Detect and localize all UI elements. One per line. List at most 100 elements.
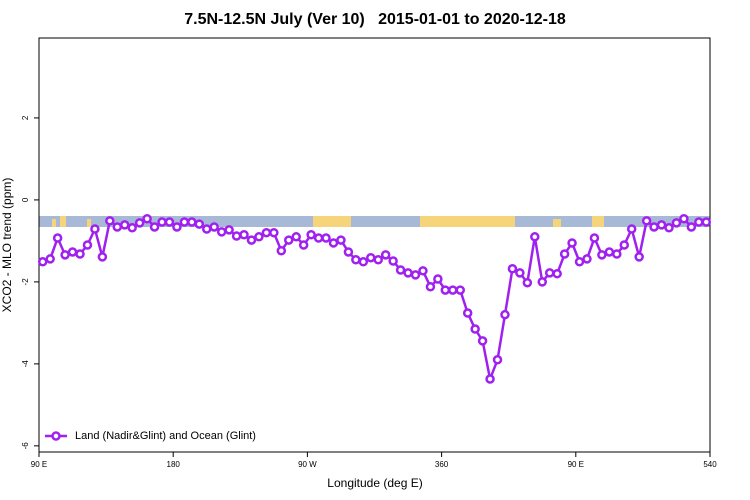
series-line <box>42 217 707 384</box>
data-point <box>619 240 630 250</box>
data-point <box>373 255 383 265</box>
data-point <box>67 247 78 257</box>
data-point <box>455 285 465 295</box>
data-point <box>194 219 205 229</box>
data-point <box>45 254 55 264</box>
data-point <box>418 266 428 276</box>
data-point <box>403 268 413 278</box>
data-point <box>433 274 443 284</box>
data-point <box>202 224 212 234</box>
data-point <box>604 247 615 257</box>
legend-label: Land (Nadir&Glint) and Ocean (Glint) <box>75 430 256 442</box>
data-point <box>440 285 451 295</box>
data-point <box>470 324 480 334</box>
land-band <box>87 219 91 227</box>
data-point <box>671 218 682 228</box>
ocean-band <box>39 216 710 227</box>
data-point <box>537 277 547 287</box>
land-ocean-band <box>39 216 710 227</box>
data-point <box>559 249 570 259</box>
data-point <box>425 282 436 292</box>
data-point <box>90 224 100 234</box>
land-band <box>60 216 66 227</box>
data-point <box>269 227 279 238</box>
data-point <box>172 222 182 232</box>
land-band <box>553 219 561 227</box>
data-point <box>612 249 622 259</box>
data-point <box>97 252 108 262</box>
data-point <box>582 254 592 264</box>
y-tick-label: -6 <box>21 442 30 450</box>
data-point <box>395 265 406 275</box>
data-point <box>112 222 123 232</box>
x-tick-label: 540 <box>703 460 717 469</box>
data-point <box>477 336 488 346</box>
y-tick-label: 2 <box>21 115 30 120</box>
data-point <box>597 250 607 260</box>
data-point <box>149 222 160 232</box>
data-point <box>649 222 659 232</box>
data-point <box>701 217 712 227</box>
data-point <box>492 355 503 365</box>
data-point <box>187 217 197 227</box>
data-point <box>589 233 600 243</box>
data-point <box>462 308 473 318</box>
data-point <box>164 217 175 227</box>
data-point <box>246 235 257 245</box>
chart-title: 7.5N-12.5N July (Ver 10) 2015-01-01 to 2… <box>184 11 566 28</box>
data-point <box>664 223 674 233</box>
data-point <box>656 220 667 230</box>
plot-frame <box>38 37 711 453</box>
data-point <box>142 214 152 224</box>
y-tick-label: -2 <box>21 278 30 286</box>
data-point <box>105 216 115 226</box>
data-point <box>500 309 510 320</box>
x-tick-label: 360 <box>435 460 449 469</box>
data-point <box>60 250 70 260</box>
data-point <box>574 257 585 267</box>
data-point <box>321 233 331 243</box>
data-point <box>686 222 697 232</box>
data-point <box>410 270 421 280</box>
data-point <box>626 224 637 234</box>
data-point <box>448 285 458 295</box>
data-point <box>157 217 167 227</box>
data-point <box>216 227 227 237</box>
data-point <box>276 245 287 256</box>
data-point <box>52 233 63 243</box>
data-point <box>328 238 339 248</box>
data-point <box>567 238 577 248</box>
data-point <box>544 268 555 278</box>
data-point <box>127 223 137 233</box>
data-point <box>366 252 376 263</box>
data-point <box>634 252 644 262</box>
data-point <box>530 232 540 242</box>
y-tick-label: -4 <box>21 360 30 368</box>
data-point <box>679 214 689 224</box>
x-tick-label: 180 <box>167 460 181 469</box>
data-point <box>298 240 309 250</box>
data-point <box>75 249 85 259</box>
data-point <box>522 277 533 288</box>
data-point <box>231 231 242 241</box>
data-point <box>485 374 495 384</box>
land-band <box>52 219 56 227</box>
data-point <box>336 235 346 245</box>
land-band <box>420 216 515 227</box>
data-point <box>515 268 525 278</box>
data-point <box>209 222 219 232</box>
data-point <box>239 230 249 240</box>
x-tick-label: 90 E <box>568 460 584 469</box>
y-axis-label: XCO2 - MLO trend (ppm) <box>0 178 14 313</box>
data-point <box>694 217 704 227</box>
data-point <box>343 247 354 257</box>
data-point <box>641 216 652 226</box>
x-tick-label: 90 E <box>31 460 47 469</box>
y-tick-label: 0 <box>21 197 30 202</box>
legend-marker <box>51 431 61 441</box>
x-tick-label: 90 W <box>298 460 317 469</box>
data-point <box>82 240 93 250</box>
data-point <box>358 257 369 267</box>
data-point <box>552 268 562 279</box>
data-point <box>284 235 294 245</box>
